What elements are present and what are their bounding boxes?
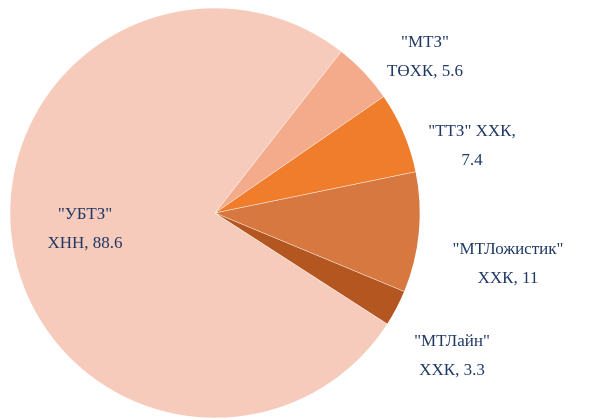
pie-slice bbox=[214, 171, 421, 292]
data-label: 7.4 bbox=[461, 150, 483, 169]
pie-slice bbox=[9, 7, 388, 419]
data-label: "ТТЗ" ХХК, bbox=[428, 121, 516, 140]
data-label: "УБТЗ" bbox=[58, 204, 112, 223]
data-label: ХНН, 88.6 bbox=[47, 233, 122, 252]
data-label: ХХК, 3.3 bbox=[419, 360, 485, 379]
data-label: "МТЛайн" bbox=[414, 331, 490, 350]
data-label: ТӨХК, 5.6 bbox=[387, 61, 463, 80]
data-label: ХХК, 11 bbox=[478, 268, 539, 287]
data-label: "МТЗ" bbox=[401, 32, 449, 51]
data-label: "МТЛожистик" bbox=[453, 239, 564, 258]
